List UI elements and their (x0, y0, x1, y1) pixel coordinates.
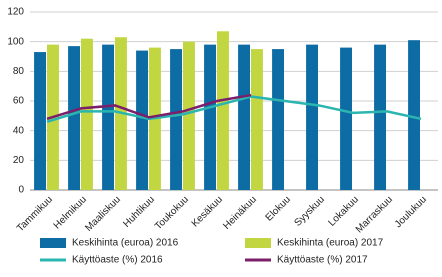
y-tick-label: 60 (13, 96, 25, 107)
x-tick-label: Marraskuu (354, 194, 395, 235)
bar (374, 44, 386, 191)
y-tick-label: 40 (13, 125, 25, 136)
x-tick-label: Elokuu (264, 194, 293, 223)
line (46, 93, 252, 120)
bar (102, 44, 114, 191)
x-tick-label: Joulukuu (393, 194, 429, 230)
bar (408, 40, 420, 190)
line (46, 95, 422, 123)
bar (34, 52, 46, 190)
x-tick-label: Lokakuu (326, 194, 361, 229)
legend-label: Keskihinta (euroa) 2017 (277, 238, 384, 249)
bar (170, 49, 182, 191)
y-tick-label: 120 (7, 7, 24, 18)
bar (183, 41, 195, 190)
bar (68, 46, 80, 190)
x-tick-label: Kesäkuu (190, 194, 225, 229)
bar (238, 44, 250, 191)
bar (217, 31, 229, 191)
x-tick-label: Maaliskuu (83, 194, 123, 234)
y-tick-label: 100 (7, 36, 24, 47)
bar (251, 49, 263, 191)
legend-swatch (40, 238, 66, 248)
bar (136, 50, 148, 190)
x-tick-label: Tammikuu (15, 194, 55, 234)
x-tick-label: Syyskuu (292, 194, 327, 229)
y-tick-label: 0 (18, 185, 24, 196)
x-tick-label: Heinäkuu (221, 194, 259, 232)
legend-swatch (245, 238, 271, 248)
bar (204, 44, 216, 191)
bar (81, 38, 93, 191)
bar (340, 47, 352, 190)
bar (272, 49, 284, 191)
bar (306, 44, 318, 191)
legend-label: Keskihinta (euroa) 2016 (72, 238, 179, 249)
y-tick-label: 80 (13, 66, 25, 77)
x-tick-label: Toukokuu (153, 194, 191, 232)
legend-label: Käyttöaste (%) 2016 (72, 255, 163, 266)
legend-label: Käyttöaste (%) 2017 (277, 255, 368, 266)
y-tick-label: 20 (13, 155, 25, 166)
